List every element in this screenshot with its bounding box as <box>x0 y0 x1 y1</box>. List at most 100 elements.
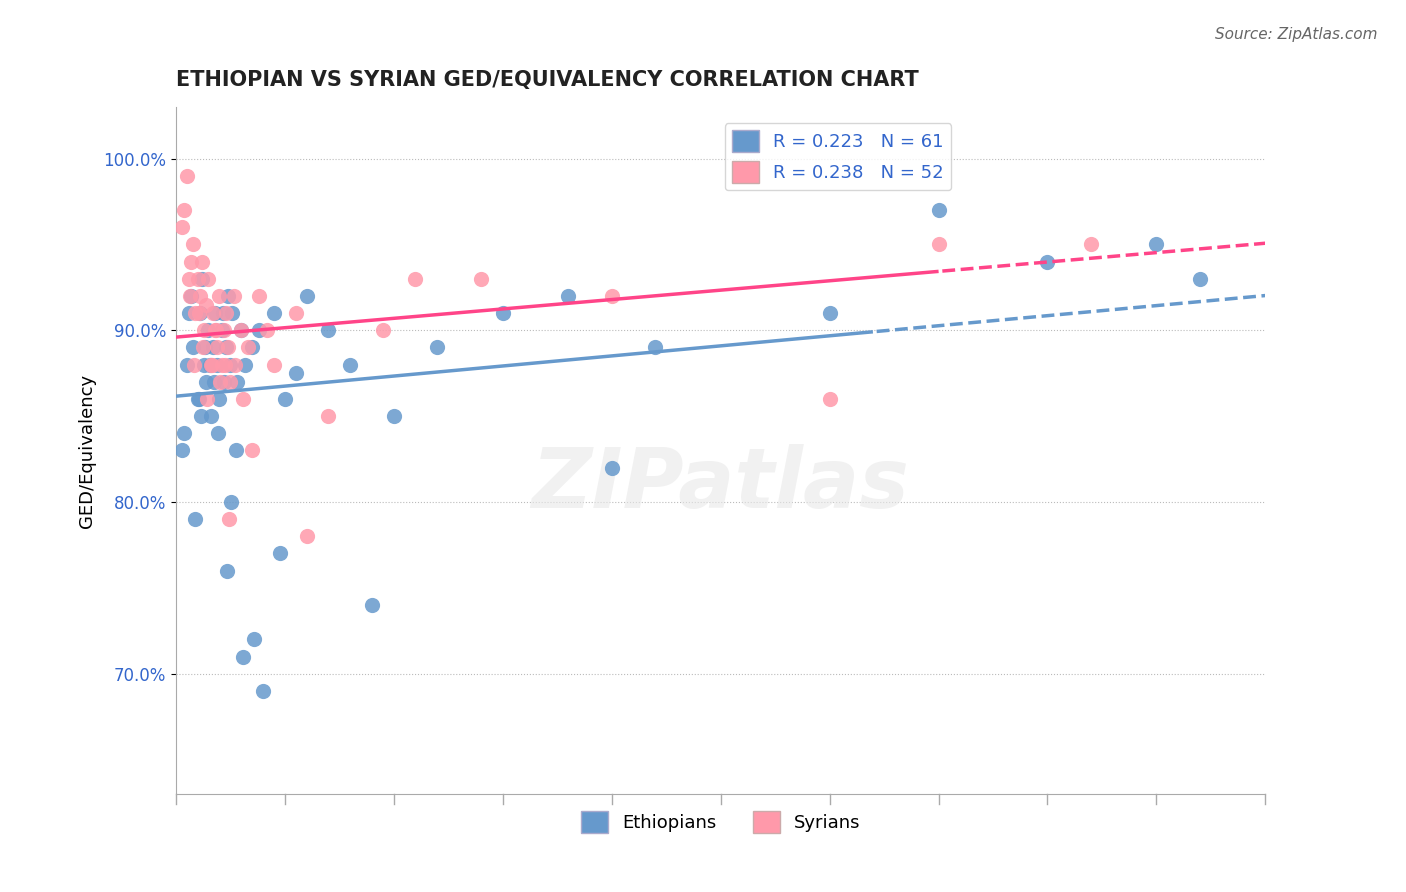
Point <box>198 358 221 372</box>
Point <box>184 512 207 526</box>
Point <box>221 306 243 320</box>
Point <box>212 375 235 389</box>
Point <box>600 289 623 303</box>
Point <box>193 358 215 372</box>
Point <box>177 271 200 285</box>
Point <box>184 306 207 320</box>
Point <box>256 323 278 337</box>
Point <box>217 340 239 354</box>
Point <box>172 443 194 458</box>
Point <box>218 512 240 526</box>
Point <box>186 392 209 406</box>
Point <box>200 409 222 423</box>
Point <box>269 546 291 561</box>
Point <box>208 289 231 303</box>
Point <box>405 271 427 285</box>
Point <box>382 409 405 423</box>
Point <box>215 340 238 354</box>
Point <box>205 358 228 372</box>
Point <box>187 392 209 406</box>
Point <box>243 632 266 647</box>
Point <box>195 297 218 311</box>
Point <box>183 358 205 372</box>
Point <box>219 358 242 372</box>
Point <box>252 683 274 698</box>
Point <box>197 271 219 285</box>
Point <box>190 409 212 423</box>
Point <box>176 169 198 183</box>
Point <box>247 289 270 303</box>
Point <box>202 375 225 389</box>
Point <box>644 340 666 354</box>
Text: ZIPatlas: ZIPatlas <box>531 444 910 525</box>
Point <box>187 306 209 320</box>
Point <box>181 237 204 252</box>
Point <box>1080 237 1102 252</box>
Point <box>240 443 263 458</box>
Point <box>240 340 263 354</box>
Point <box>318 409 340 423</box>
Point <box>207 426 229 441</box>
Point <box>231 323 253 337</box>
Point <box>208 392 231 406</box>
Point <box>211 323 233 337</box>
Point <box>232 649 254 664</box>
Point <box>191 271 214 285</box>
Text: ETHIOPIAN VS SYRIAN GED/EQUIVALENCY CORRELATION CHART: ETHIOPIAN VS SYRIAN GED/EQUIVALENCY CORR… <box>176 70 918 90</box>
Point <box>200 358 222 372</box>
Point <box>176 358 198 372</box>
Point <box>180 254 202 268</box>
Point <box>235 358 257 372</box>
Point <box>221 495 243 509</box>
Point <box>179 289 201 303</box>
Point <box>173 426 195 441</box>
Point <box>1036 254 1059 268</box>
Point <box>222 289 245 303</box>
Point <box>247 323 270 337</box>
Point <box>426 340 449 354</box>
Text: Source: ZipAtlas.com: Source: ZipAtlas.com <box>1215 27 1378 42</box>
Point <box>219 375 242 389</box>
Point <box>195 392 218 406</box>
Point <box>193 323 215 337</box>
Point <box>191 340 214 354</box>
Point <box>284 366 307 380</box>
Point <box>225 443 247 458</box>
Point <box>204 323 226 337</box>
Point <box>928 202 950 217</box>
Point <box>215 564 238 578</box>
Point <box>557 289 579 303</box>
Point <box>274 392 297 406</box>
Point <box>201 340 224 354</box>
Point <box>212 323 235 337</box>
Point <box>191 254 214 268</box>
Point <box>492 306 515 320</box>
Point <box>1146 237 1168 252</box>
Point <box>263 358 285 372</box>
Point <box>818 306 841 320</box>
Point <box>209 375 232 389</box>
Point <box>195 375 218 389</box>
Point <box>339 358 361 372</box>
Point <box>173 202 195 217</box>
Point <box>205 323 228 337</box>
Point <box>1189 271 1212 285</box>
Point <box>224 358 246 372</box>
Point <box>214 358 236 372</box>
Point <box>263 306 285 320</box>
Point <box>236 340 259 354</box>
Point <box>232 392 254 406</box>
Point <box>197 323 219 337</box>
Point <box>188 289 211 303</box>
Point <box>205 340 228 354</box>
Legend: Ethiopians, Syrians: Ethiopians, Syrians <box>574 804 868 839</box>
Point <box>600 460 623 475</box>
Point <box>284 306 307 320</box>
Point <box>818 392 841 406</box>
Point <box>371 323 394 337</box>
Point <box>217 289 239 303</box>
Point <box>928 237 950 252</box>
Point <box>295 529 318 543</box>
Point <box>186 271 209 285</box>
Point <box>204 306 226 320</box>
